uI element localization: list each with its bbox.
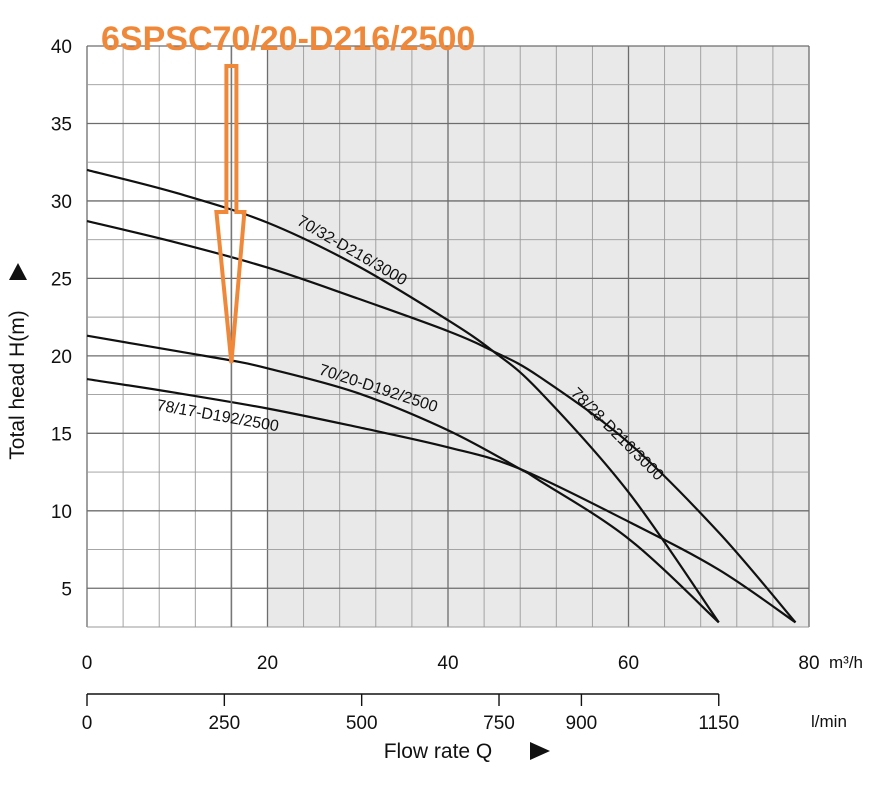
x-tick-label: 40 [437,653,458,674]
y-tick-label: 5 [61,579,72,600]
x-axis-unit: m³/h [829,653,863,672]
pump-curve-line [86,168,720,624]
x-axis-arrow-icon [530,742,550,760]
x-axis-label: Flow rate Q [384,740,493,763]
y-axis-label: Total head H(m) [6,310,29,459]
x2-tick-label: 250 [208,713,240,734]
y-axis-arrow-icon [9,263,27,280]
x-tick-label: 60 [618,653,639,674]
y-tick-label: 40 [51,37,72,58]
down-arrow-icon [214,64,247,364]
x2-axis-unit: l/min [811,712,847,731]
y-tick-label: 30 [51,192,72,213]
x-tick-label: 20 [257,653,278,674]
x2-tick-label: 750 [483,713,515,734]
curve-label: 78/17-D192/2500 [155,397,280,435]
x-tick-label: 0 [82,653,93,674]
x2-tick-label: 900 [566,713,598,734]
pump-curve-line [86,334,720,624]
pump-curve-line [86,378,797,624]
shaded-band [628,46,809,627]
model-banner: 6SPSC70/20-D216/2500 [101,20,475,58]
y-tick-label: 10 [51,502,72,523]
y-tick-label: 20 [51,347,72,368]
x2-tick-label: 0 [82,713,93,734]
y-tick-label: 15 [51,424,72,445]
x2-tick-label: 1150 [698,713,739,734]
x-tick-label: 80 [798,653,819,674]
y-tick-label: 25 [51,269,72,290]
y-tick-label: 35 [51,114,72,135]
x2-tick-label: 500 [346,713,378,734]
